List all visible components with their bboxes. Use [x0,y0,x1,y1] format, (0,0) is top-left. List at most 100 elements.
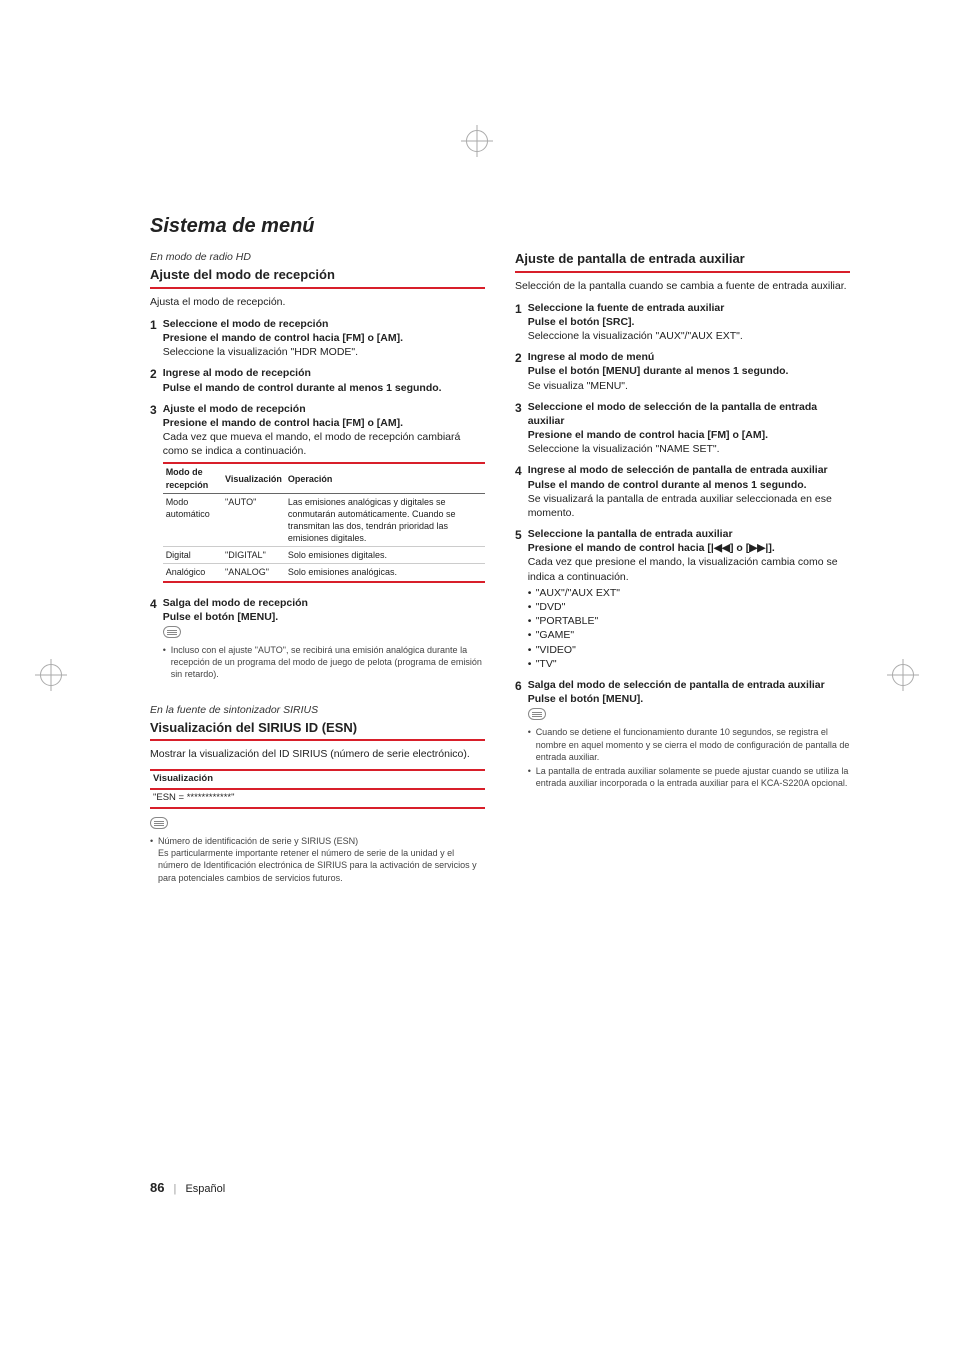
step-2: 2 Ingrese al modo de menú Pulse el botón… [515,350,850,393]
list-item: "VIDEO" [528,643,850,657]
crop-mark-right [892,664,914,686]
step-body: Ingrese al modo de selección de pantalla… [528,463,850,520]
table-cell: Solo emisiones digitales. [285,547,485,564]
step-number: 1 [515,301,522,344]
step-number: 3 [515,400,522,457]
step-result: Seleccione la visualización "NAME SET". [528,442,850,456]
crop-mark-top [466,130,488,152]
crop-mark-left [40,664,62,686]
step-result: Seleccione la visualización "AUX"/"AUX E… [528,329,850,343]
step-result: Seleccione la visualización "HDR MODE". [163,345,485,359]
step-title: Ajuste el modo de recepción [163,402,485,416]
table-row: Analógico "ANALOG" Solo emisiones analóg… [163,564,485,582]
step-result: Cada vez que mueva el mando, el modo de … [163,430,485,458]
step-number: 4 [150,596,157,683]
note-item: Cuando se detiene el funcionamiento dura… [528,726,850,762]
block-reception-mode: En modo de radio HD Ajuste del modo de r… [150,250,485,683]
aux-options-list: "AUX"/"AUX EXT" "DVD" "PORTABLE" "GAME" … [528,586,850,671]
step-body: Seleccione la pantalla de entrada auxili… [528,527,850,671]
step-action: Pulse el mando de control durante al men… [163,381,485,395]
step-body: Seleccione el modo de recepción Presione… [163,317,485,360]
step-action: Presione el mando de control hacia [FM] … [528,428,850,442]
step-title: Salga del modo de selección de pantalla … [528,678,850,692]
table-cell: Analógico [163,564,222,582]
section-title: Sistema de menú [150,215,850,238]
right-column: Ajuste de pantalla de entrada auxiliar S… [515,250,850,904]
columns: En modo de radio HD Ajuste del modo de r… [150,250,850,904]
step-action: Presione el mando de control hacia [FM] … [163,416,485,430]
step-body: Ajuste el modo de recepción Presione el … [163,402,485,589]
block-aux-display: Ajuste de pantalla de entrada auxiliar S… [515,250,850,791]
table-header: Operación [285,463,485,493]
step-action: Presione el mando de control hacia [FM] … [163,331,485,345]
table-header: Visualización [150,770,485,789]
step-body: Salga del modo de recepción Pulse el bot… [163,596,485,683]
table-cell: "AUTO" [222,493,285,547]
list-item: "AUX"/"AUX EXT" [528,586,850,600]
table-cell: Solo emisiones analógicas. [285,564,485,582]
step-1: 1 Seleccione el modo de recepción Presio… [150,317,485,360]
step-title: Seleccione la pantalla de entrada auxili… [528,527,850,541]
step-number: 3 [150,402,157,589]
step-title: Seleccione el modo de selección de la pa… [528,400,850,428]
note-title: Número de identificación de serie y SIRI… [158,836,358,846]
feature-heading: Ajuste del modo de recepción [150,266,485,289]
note-icon [150,817,168,829]
step-1: 1 Seleccione la fuente de entrada auxili… [515,301,850,344]
step-4: 4 Ingrese al modo de selección de pantal… [515,463,850,520]
step-action: Pulse el mando de control durante al men… [528,478,850,492]
step-body: Ingrese al modo de recepción Pulse el ma… [163,366,485,394]
step-6: 6 Salga del modo de selección de pantall… [515,678,850,791]
step-4: 4 Salga del modo de recepción Pulse el b… [150,596,485,683]
feature-heading: Ajuste de pantalla de entrada auxiliar [515,250,850,273]
list-item: "GAME" [528,628,850,642]
step-title: Ingrese al modo de menú [528,350,850,364]
note-body: Es particularmente importante retener el… [158,848,477,882]
page-number: 86 [150,1180,164,1195]
step-number: 6 [515,678,522,791]
table-header: Modo de recepción [163,463,222,493]
list-item: "PORTABLE" [528,614,850,628]
note-item: Incluso con el ajuste "AUTO", se recibir… [163,644,485,680]
step-number: 2 [515,350,522,393]
esn-display-table: Visualización "ESN = ************" [150,769,485,809]
intro-text: Ajusta el modo de recepción. [150,295,485,309]
table-cell: "ANALOG" [222,564,285,582]
table-cell: Digital [163,547,222,564]
page-content: Sistema de menú En modo de radio HD Ajus… [150,215,850,904]
step-body: Ingrese al modo de menú Pulse el botón [… [528,350,850,393]
context-label: En la fuente de sintonizador SIRIUS [150,703,485,717]
note-list: Incluso con el ajuste "AUTO", se recibir… [163,644,485,680]
intro-text: Mostrar la visualización del ID SIRIUS (… [150,747,485,761]
step-number: 5 [515,527,522,671]
step-action: Pulse el botón [MENU]. [163,610,485,624]
step-action: Pulse el botón [SRC]. [528,315,850,329]
step-5: 5 Seleccione la pantalla de entrada auxi… [515,527,850,671]
table-row: Modo automático "AUTO" Las emisiones ana… [163,493,485,547]
step-result: Se visualiza "MENU". [528,379,850,393]
block-sirius-id: En la fuente de sintonizador SIRIUS Visu… [150,703,485,884]
intro-text: Selección de la pantalla cuando se cambi… [515,279,850,293]
step-3: 3 Ajuste el modo de recepción Presione e… [150,402,485,589]
page-language: Español [185,1183,225,1195]
step-2: 2 Ingrese al modo de recepción Pulse el … [150,366,485,394]
table-cell: "ESN = ************" [150,789,485,808]
context-label: En modo de radio HD [150,250,485,264]
step-3: 3 Seleccione el modo de selección de la … [515,400,850,457]
step-title: Salga del modo de recepción [163,596,485,610]
left-column: En modo de radio HD Ajuste del modo de r… [150,250,485,904]
note-list: Cuando se detiene el funcionamiento dura… [528,726,850,789]
step-action: Presione el mando de control hacia [|◀◀]… [528,541,850,555]
table-cell: Las emisiones analógicas y digitales se … [285,493,485,547]
note-list: Número de identificación de serie y SIRI… [150,835,485,884]
note-icon [163,626,181,638]
page-footer: 86 | Español [150,1180,225,1195]
table-cell: "DIGITAL" [222,547,285,564]
step-action: Pulse el botón [MENU]. [528,692,850,706]
step-title: Ingrese al modo de selección de pantalla… [528,463,850,477]
step-result: Cada vez que presione el mando, la visua… [528,555,850,583]
step-result: Se visualizará la pantalla de entrada au… [528,492,850,520]
step-title: Seleccione el modo de recepción [163,317,485,331]
step-body: Seleccione el modo de selección de la pa… [528,400,850,457]
step-title: Ingrese al modo de recepción [163,366,485,380]
